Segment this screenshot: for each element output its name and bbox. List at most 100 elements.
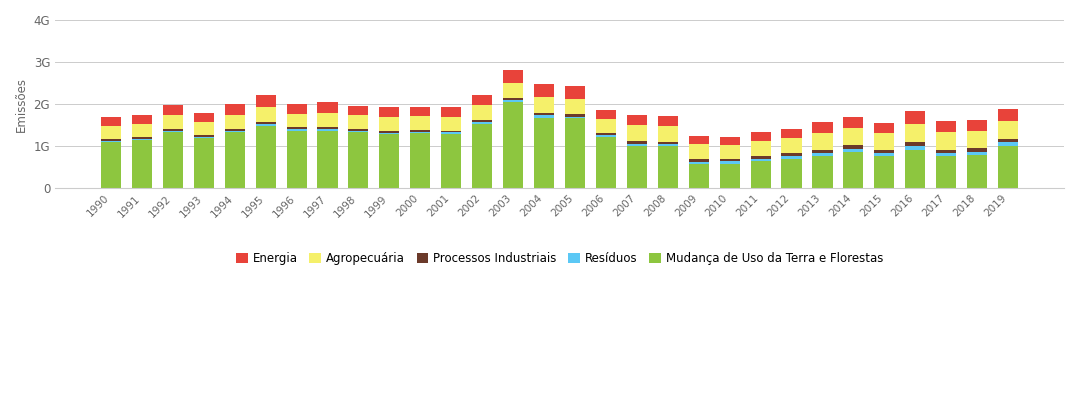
Bar	[163, 129, 182, 131]
Bar	[287, 104, 306, 113]
Bar	[349, 115, 369, 129]
Bar	[720, 159, 740, 162]
Bar	[534, 113, 555, 115]
Bar	[844, 145, 863, 149]
Bar	[967, 152, 987, 156]
Bar	[688, 159, 709, 162]
Bar	[503, 102, 523, 188]
Bar	[317, 131, 338, 188]
Bar	[473, 120, 492, 122]
Bar	[132, 137, 152, 139]
Bar	[658, 142, 678, 145]
Bar	[781, 156, 802, 159]
Bar	[503, 98, 523, 100]
Bar	[349, 132, 369, 188]
Bar	[317, 102, 338, 113]
Bar	[751, 141, 770, 156]
Bar	[132, 115, 152, 124]
Bar	[194, 138, 214, 188]
Bar	[163, 115, 182, 129]
Bar	[596, 134, 616, 135]
Bar	[410, 107, 431, 116]
Bar	[937, 132, 956, 150]
Bar	[937, 121, 956, 132]
Bar	[812, 156, 833, 188]
Bar	[844, 128, 863, 145]
Bar	[658, 126, 678, 142]
Bar	[194, 113, 214, 122]
Bar	[256, 124, 276, 126]
Bar	[596, 110, 616, 119]
Bar	[688, 164, 709, 188]
Bar	[627, 115, 647, 125]
Bar	[905, 142, 926, 146]
Bar	[658, 116, 678, 126]
Bar	[596, 119, 616, 134]
Bar	[380, 131, 399, 132]
Bar	[503, 83, 523, 98]
Bar	[998, 139, 1019, 142]
Bar	[720, 145, 740, 159]
Bar	[967, 120, 987, 131]
Bar	[317, 113, 338, 127]
Bar	[781, 159, 802, 188]
Bar	[441, 107, 462, 117]
Bar	[224, 131, 245, 132]
Bar	[967, 149, 987, 152]
Bar	[812, 122, 833, 134]
Bar	[224, 132, 245, 188]
Bar	[317, 129, 338, 131]
Bar	[905, 150, 926, 188]
Bar	[132, 139, 152, 140]
Bar	[565, 114, 585, 117]
Bar	[781, 153, 802, 156]
Bar	[751, 161, 770, 188]
Bar	[720, 162, 740, 164]
Bar	[844, 149, 863, 152]
Bar	[751, 159, 770, 161]
Bar	[844, 152, 863, 188]
Bar	[132, 124, 152, 137]
Bar	[287, 113, 306, 127]
Bar	[627, 145, 647, 146]
Bar	[441, 134, 462, 188]
Bar	[781, 129, 802, 138]
Bar	[534, 84, 555, 97]
Bar	[874, 153, 894, 156]
Bar	[874, 156, 894, 188]
Bar	[473, 124, 492, 188]
Bar	[967, 156, 987, 188]
Bar	[441, 132, 462, 134]
Bar	[256, 107, 276, 122]
Bar	[349, 106, 369, 115]
Bar	[380, 107, 399, 117]
Bar	[658, 146, 678, 188]
Y-axis label: Emissões: Emissões	[15, 77, 28, 132]
Bar	[410, 133, 431, 188]
Bar	[473, 105, 492, 120]
Bar	[596, 135, 616, 137]
Bar	[224, 104, 245, 115]
Bar	[937, 150, 956, 153]
Bar	[101, 139, 121, 141]
Bar	[937, 156, 956, 188]
Bar	[441, 130, 462, 132]
Bar	[349, 129, 369, 131]
Bar	[380, 134, 399, 188]
Bar	[410, 116, 431, 130]
Bar	[688, 136, 709, 144]
Bar	[937, 153, 956, 156]
Bar	[874, 133, 894, 150]
Bar	[688, 144, 709, 159]
Bar	[998, 142, 1019, 146]
Bar	[503, 100, 523, 102]
Bar	[380, 117, 399, 131]
Bar	[194, 135, 214, 137]
Bar	[751, 132, 770, 141]
Bar	[565, 117, 585, 118]
Bar	[349, 131, 369, 132]
Bar	[565, 86, 585, 99]
Bar	[163, 131, 182, 132]
Bar	[534, 97, 555, 113]
Bar	[287, 127, 306, 129]
